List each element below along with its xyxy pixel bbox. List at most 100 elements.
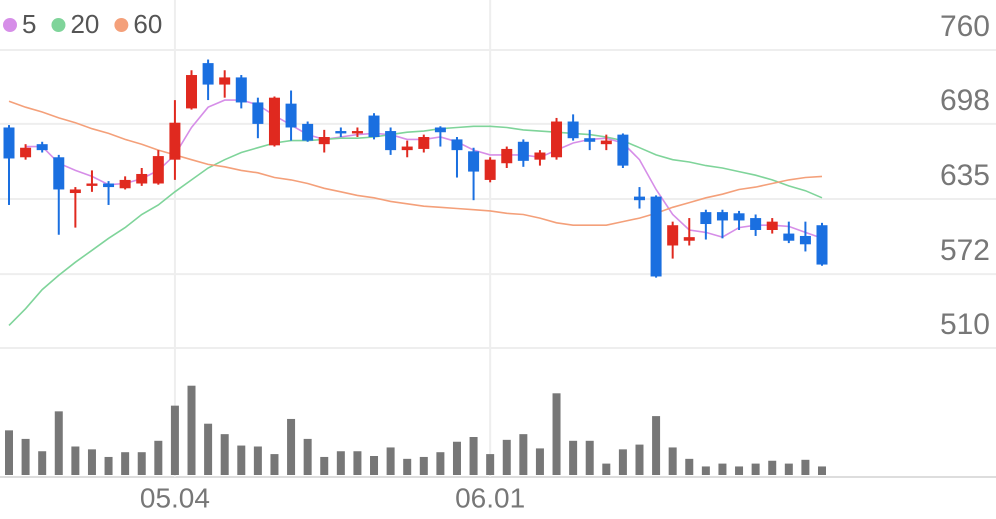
candle-body: [484, 159, 496, 180]
volume-bar: [71, 446, 80, 475]
candle-body: [750, 218, 762, 230]
volume-bar: [353, 451, 362, 475]
ma-line: [8, 125, 823, 326]
volume-bar: [618, 449, 627, 475]
volume-bar: [121, 452, 130, 475]
volume-bar: [652, 416, 661, 475]
volume-bar: [54, 411, 63, 475]
candle-body: [451, 139, 463, 151]
volume-bar: [419, 456, 428, 475]
volume-bar: [569, 440, 578, 475]
candle-body: [517, 141, 529, 161]
volume-bar: [170, 405, 179, 475]
legend-dot: [51, 18, 66, 32]
y-tick-label: 698: [940, 84, 990, 117]
volume-bar: [303, 438, 312, 475]
candle-body: [268, 97, 280, 146]
candle-body: [119, 179, 131, 189]
candle-body: [186, 75, 198, 109]
volume-bar: [552, 393, 561, 475]
candle-body: [36, 144, 48, 151]
candle-body: [351, 131, 363, 134]
volume-bar: [452, 441, 461, 475]
volume-bar: [370, 456, 379, 475]
legend-dot: [3, 18, 17, 32]
volume-bar: [685, 458, 694, 475]
volume-bar: [336, 451, 345, 475]
candle-body: [418, 137, 430, 149]
volume-bar: [320, 456, 329, 475]
volume-bar: [585, 440, 594, 475]
candle-body: [551, 121, 563, 158]
volume-bar: [253, 446, 262, 475]
volume-bar: [502, 439, 511, 475]
ma-line: [8, 100, 823, 226]
volume-bar: [403, 458, 412, 475]
candle-body: [285, 103, 297, 128]
candle-body: [385, 131, 397, 151]
volume-bar: [270, 454, 279, 475]
candle-body: [53, 157, 65, 190]
candle-body: [152, 156, 164, 184]
candle-body: [584, 138, 596, 142]
volume-bar: [718, 463, 727, 475]
candle-body: [816, 225, 828, 265]
volume-bar: [751, 463, 760, 475]
candle-body: [103, 183, 115, 188]
y-tick-label: 635: [940, 159, 990, 192]
volume-bar: [519, 434, 528, 475]
volume-bar: [701, 466, 710, 475]
volume-bar: [137, 452, 146, 475]
volume-bar: [535, 448, 544, 475]
candle-body: [3, 127, 15, 159]
volume-bar: [5, 430, 13, 475]
volume-bar: [204, 423, 213, 475]
volume-bar: [768, 460, 777, 475]
volume-bar: [784, 463, 793, 475]
candle-body: [219, 77, 231, 85]
candle-body: [20, 147, 32, 158]
y-tick-label: 572: [940, 234, 990, 267]
volume-bar: [735, 466, 744, 475]
candle-body: [617, 134, 629, 166]
candle-body: [733, 213, 745, 221]
candle-body: [401, 146, 413, 151]
candle-body: [235, 77, 247, 103]
candle-body: [534, 152, 546, 160]
volume-bar: [668, 447, 677, 475]
candle-body: [799, 235, 811, 245]
candle-body: [136, 173, 148, 184]
volume-bar: [287, 418, 296, 475]
candle-body: [600, 140, 612, 145]
candle-body: [252, 102, 264, 124]
candle-body: [468, 151, 480, 172]
candle-body: [700, 212, 712, 225]
legend-label: 5: [22, 9, 36, 39]
candle-body: [501, 148, 513, 164]
candle-body: [567, 121, 579, 139]
volume-bar: [635, 444, 644, 475]
legend-label: 20: [70, 9, 99, 39]
y-tick-label: 510: [940, 308, 990, 341]
legend-label: 60: [133, 9, 162, 39]
candle-body: [368, 115, 380, 138]
candle-body: [683, 237, 695, 241]
volume-bar: [38, 451, 47, 475]
candle-body: [202, 63, 214, 85]
volume-bar: [220, 434, 229, 475]
volume-bar: [237, 445, 246, 475]
volume-bar: [801, 459, 810, 475]
candle-body: [766, 221, 778, 230]
volume-bar: [386, 447, 395, 475]
candle-body: [434, 127, 446, 133]
volume-bar: [87, 449, 96, 475]
volume-bar: [187, 385, 196, 475]
candle-body: [783, 233, 795, 241]
volume-bar: [486, 454, 495, 475]
candle-body: [318, 137, 330, 145]
legend-dot: [114, 18, 129, 32]
volume-bar: [818, 466, 826, 475]
candle-body: [650, 196, 662, 277]
volume-bar: [469, 437, 478, 475]
volume-bar: [154, 440, 163, 475]
